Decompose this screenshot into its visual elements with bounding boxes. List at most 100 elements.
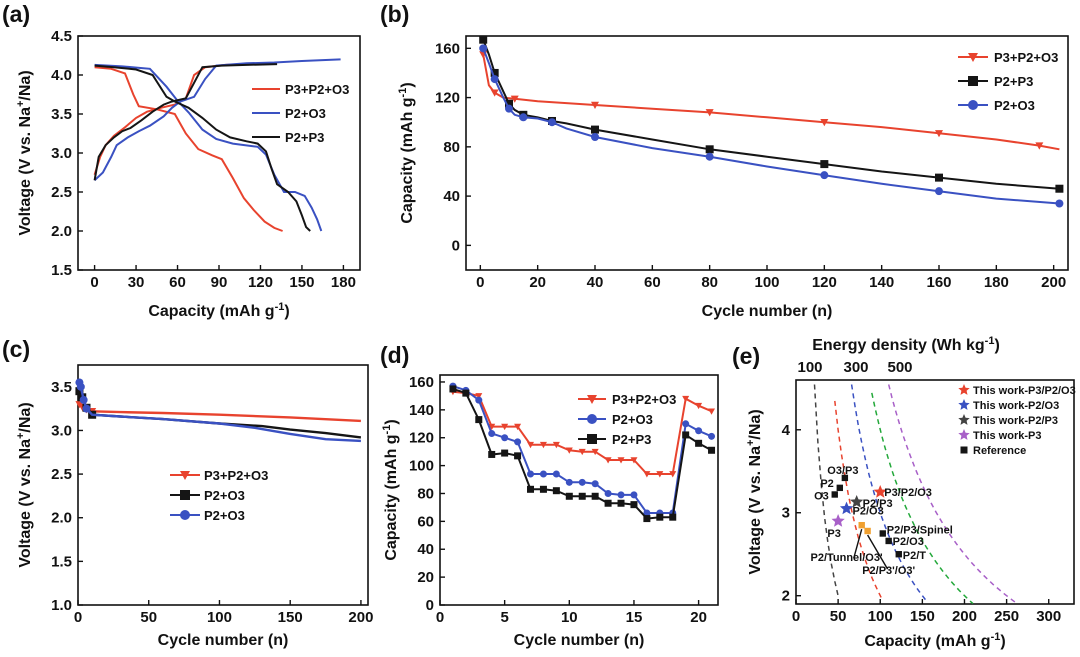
- data-point: [708, 408, 716, 415]
- curve-charge-P3+P2+O3: [93, 62, 272, 176]
- data-point: [630, 457, 638, 464]
- data-point: [475, 416, 483, 424]
- data-point: [604, 489, 612, 497]
- energy-curve: [850, 384, 927, 601]
- y-tick-label: 3.5: [51, 379, 72, 396]
- data-point: [630, 491, 638, 499]
- x-tick-label: 40: [587, 274, 604, 291]
- point-label: P2/T: [903, 550, 927, 562]
- data-point: [527, 485, 535, 493]
- panel-e: 0 50 100 150 200 250 300 2 3 4 (e) Energy density (…: [728, 320, 1080, 657]
- legend-label: P2+O3: [612, 412, 653, 427]
- y-tick-label: 80: [417, 485, 434, 502]
- x-tick-label: 150: [278, 609, 303, 626]
- data-point: [935, 173, 943, 182]
- y-tick-label: 80: [443, 139, 460, 156]
- curve-discharge-P2+O3: [94, 63, 323, 232]
- y-tick-label: 1.5: [51, 262, 72, 279]
- legend-label: P2+P3: [285, 130, 324, 145]
- y-tick-label: 1.0: [51, 597, 72, 614]
- data-point: [858, 521, 865, 529]
- point-label: P3: [827, 528, 840, 540]
- data-point: [643, 471, 651, 478]
- point-label: P2/O3: [853, 506, 884, 518]
- legend-marker: [587, 414, 597, 424]
- x-tick-label: 150: [910, 608, 935, 625]
- y-tick-label: 0: [452, 237, 460, 254]
- x-tick-label: 250: [994, 608, 1019, 625]
- panel-d: 0 5 10 15 20 0 20 40 60 80 100 120 140 160 (d) P3+P2+O3…: [378, 335, 728, 657]
- plot-frame: [795, 379, 1075, 605]
- panel-c: 0 50 100 150 200 1.0 1.5 2.0 2.5 3.0 3.5 (c) P3+P2+O…: [0, 335, 373, 657]
- data-point: [820, 171, 829, 180]
- data-point: [695, 402, 703, 410]
- x-tick-label: 300: [1036, 608, 1061, 625]
- data-point: [885, 537, 892, 545]
- legend-marker: [960, 446, 968, 454]
- data-point: [475, 393, 483, 400]
- x-tick-label: 20: [529, 274, 546, 291]
- y-tick-label: 0: [426, 597, 434, 614]
- y-axis-title: Voltage (V vs. Na+/Na): [15, 402, 34, 567]
- data-point: [479, 35, 488, 44]
- data-point: [565, 478, 573, 486]
- data-point: [505, 104, 513, 113]
- legend-marker: [958, 399, 970, 410]
- legend-label: P3+P2+O3: [994, 50, 1058, 65]
- chart-b: 0 20 40 60 80 100 120 140 160 180 200 0 40 80 120 160 (b…: [380, 1, 1069, 320]
- data-point: [490, 89, 499, 97]
- y-tick-label: 2.5: [51, 466, 72, 483]
- y-tick-label: 2.5: [51, 184, 72, 201]
- data-point: [935, 187, 943, 196]
- panel-label: (a): [2, 1, 30, 27]
- data-point: [82, 404, 91, 413]
- chart-d: 0 5 10 15 20 0 20 40 60 80 100 120 140 160(d) P3+P2+O3…: [380, 342, 719, 649]
- data-point: [604, 457, 612, 464]
- data-point: [895, 551, 902, 558]
- x-tick-label: 10: [561, 609, 578, 626]
- legend-label: P3+P2+O3: [285, 82, 349, 97]
- data-point: [630, 501, 638, 509]
- y-tick-label: 2.0: [51, 510, 72, 527]
- data-point: [873, 485, 887, 498]
- data-point: [695, 439, 703, 447]
- panel-label: (b): [380, 1, 409, 27]
- x-axis-title: Capacity (mAh g-1): [864, 631, 1005, 650]
- x-tick-label: 5: [500, 609, 508, 626]
- series-line: [78, 403, 361, 423]
- y-tick-label: 4: [782, 422, 791, 439]
- legend-label: P2+O3: [994, 98, 1035, 113]
- data-point: [578, 448, 586, 456]
- data-point: [527, 441, 535, 449]
- data-point: [488, 450, 496, 458]
- x-axis-title: Cycle number (n): [702, 303, 833, 320]
- x-tick-label: 50: [830, 608, 847, 625]
- data-point: [565, 492, 573, 500]
- x-tick-label: 120: [248, 274, 273, 291]
- data-point: [643, 509, 651, 517]
- data-point: [708, 446, 716, 454]
- legend-label: P2+P3: [612, 432, 651, 447]
- data-point: [552, 441, 560, 449]
- y-tick-label: 4.5: [51, 28, 72, 45]
- legend-label: P2+O3: [204, 488, 245, 503]
- x-tick-label: 0: [792, 608, 800, 625]
- data-point: [643, 515, 651, 523]
- y-tick-label: 160: [409, 374, 434, 391]
- panel-label: (e): [732, 343, 760, 369]
- panel-a: 0 30 60 90 120 150 180 1.5 2.0 2.5 3.0 3.5 4.0 4.5 (a)…: [0, 0, 372, 330]
- data-point: [591, 132, 599, 141]
- data-point: [591, 492, 599, 500]
- point-label: P2/P3: [863, 498, 893, 510]
- data-point: [539, 441, 547, 449]
- data-point: [565, 447, 573, 454]
- x-tick-label: 180: [331, 274, 356, 291]
- x-tick-label: 200: [348, 609, 373, 626]
- data-point: [475, 396, 483, 404]
- top-tick-label: 100: [797, 359, 822, 376]
- top-axis-title: Energy density (Wh kg-1): [812, 335, 1000, 354]
- legend-label: This work-P2/O3: [973, 400, 1059, 412]
- x-tick-label: 0: [476, 274, 484, 291]
- x-tick-label: 0: [74, 609, 82, 626]
- legend-marker: [587, 434, 597, 444]
